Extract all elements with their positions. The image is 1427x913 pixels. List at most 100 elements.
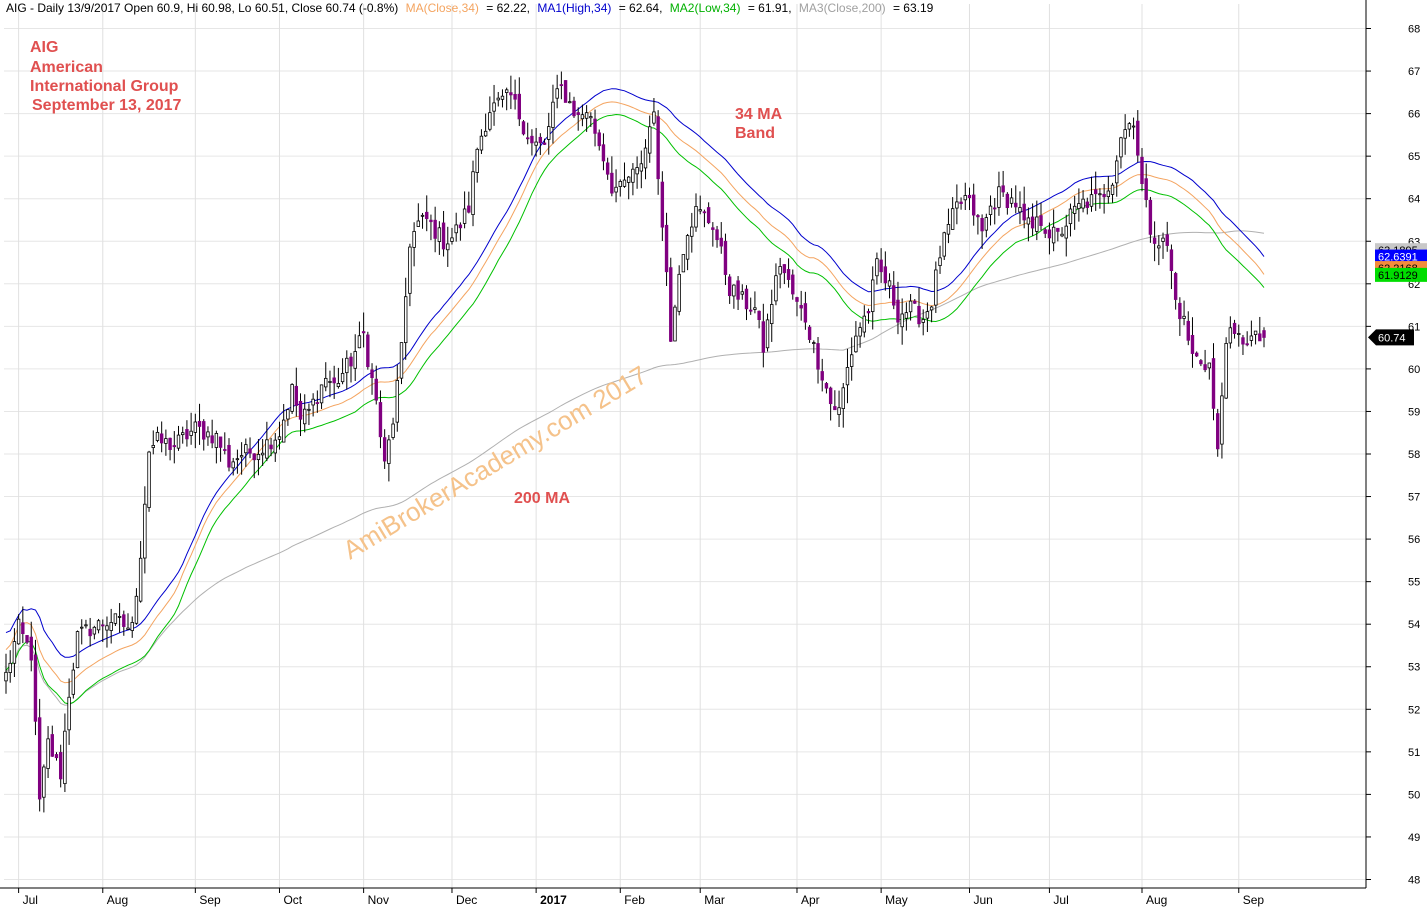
candle-body xyxy=(54,754,59,759)
candle-body xyxy=(1018,207,1022,213)
ma34-high-line xyxy=(5,88,1265,658)
candle-body xyxy=(1056,227,1060,232)
candle-body xyxy=(433,219,437,239)
candle-body xyxy=(1131,125,1136,128)
candle-body xyxy=(669,267,673,342)
candle-body xyxy=(210,435,214,444)
candle-body xyxy=(248,448,252,454)
candle-body xyxy=(900,313,904,328)
candle-body xyxy=(913,300,917,304)
candle-body xyxy=(80,626,84,629)
candle-body xyxy=(214,433,219,448)
tag-ma-high-label: 62.6391 xyxy=(1378,252,1418,264)
ma34-close-line xyxy=(5,101,1265,684)
candle-body xyxy=(176,434,181,449)
candle-body xyxy=(1169,249,1174,272)
candle-body xyxy=(664,224,669,273)
y-tick-label: 48 xyxy=(1408,874,1420,886)
candle-body xyxy=(955,201,959,209)
candle-body xyxy=(534,141,538,146)
title-line-date: September 13, 2017 xyxy=(32,97,182,114)
candle-body xyxy=(1035,216,1039,232)
candle-body xyxy=(1161,237,1165,242)
candle-body xyxy=(168,437,172,450)
candle-body xyxy=(1173,273,1178,300)
candle-body xyxy=(332,377,336,384)
candle-body xyxy=(252,453,256,461)
candle-body xyxy=(980,217,984,232)
candle-body xyxy=(702,211,707,214)
candle-body xyxy=(584,112,589,119)
x-tick-label: 2017 xyxy=(540,893,567,907)
y-tick-label: 51 xyxy=(1408,747,1420,759)
candle-body xyxy=(765,319,770,349)
candle-body xyxy=(744,288,749,310)
candle-body xyxy=(904,312,909,319)
candle-body xyxy=(542,142,547,145)
candle-body xyxy=(475,148,479,173)
candle-body xyxy=(816,343,820,370)
candle-body xyxy=(917,305,921,325)
candle-body xyxy=(471,171,475,215)
candle-body xyxy=(223,449,227,451)
candle-body xyxy=(673,306,677,342)
candle-body xyxy=(235,458,240,461)
candle-body xyxy=(298,400,303,420)
candle-body xyxy=(8,662,12,673)
candle-body xyxy=(101,624,105,627)
candle-body xyxy=(971,194,976,216)
x-tick-label: May xyxy=(885,893,908,907)
candle-body xyxy=(1051,226,1056,244)
candle-body xyxy=(1136,120,1140,156)
ma200-line xyxy=(5,230,1265,706)
candle-body xyxy=(29,636,33,661)
x-tick-label: Aug xyxy=(1146,893,1167,907)
candle-body xyxy=(303,408,307,425)
candle-body xyxy=(286,409,290,420)
ma34-band-series xyxy=(5,88,1265,705)
candle-body xyxy=(1026,217,1031,225)
candle-body xyxy=(75,631,80,669)
candle-body xyxy=(1094,189,1098,195)
candle-body xyxy=(122,614,126,627)
candle-body xyxy=(656,116,660,180)
candle-body xyxy=(202,421,206,440)
candle-body xyxy=(25,635,29,643)
candle-body xyxy=(138,557,143,602)
candle-body xyxy=(698,209,702,212)
candle-body xyxy=(1001,185,1005,193)
candle-body xyxy=(441,222,446,250)
candle-body xyxy=(749,309,753,312)
candle-body xyxy=(681,254,686,273)
header-symbol-info: AIG - Daily 13/9/2017 Open 60.9, Hi 60.9… xyxy=(6,1,398,15)
candle-body xyxy=(963,195,967,201)
y-axis-ticks: 4849505152535455565758596061626364656667… xyxy=(1366,24,1420,886)
header-ma-label: MA(Close,34) xyxy=(406,1,479,15)
header-ma3-label: MA3(Close,200) xyxy=(799,1,886,15)
candle-body xyxy=(635,167,639,175)
candle-body xyxy=(185,429,189,440)
candle-body xyxy=(576,112,580,115)
candle-body xyxy=(1072,205,1077,214)
x-tick-label: Jul xyxy=(23,893,38,907)
candle-body xyxy=(1220,395,1224,445)
candle-body xyxy=(391,423,395,438)
candle-body xyxy=(896,299,900,323)
candle-body xyxy=(1119,137,1123,158)
candle-body xyxy=(231,461,235,469)
candle-body xyxy=(105,625,109,631)
candle-body xyxy=(938,257,942,266)
band-annotation: 34 MA Band xyxy=(735,106,783,142)
candle-body xyxy=(526,137,530,140)
candle-body xyxy=(513,93,517,100)
candle-body xyxy=(866,311,871,314)
x-tick-label: Aug xyxy=(107,893,128,907)
candle-body xyxy=(1014,202,1018,208)
candle-series xyxy=(4,71,1266,813)
candle-body xyxy=(929,306,934,311)
candle-body xyxy=(1182,315,1186,319)
candle-body xyxy=(265,439,269,459)
candle-body xyxy=(319,384,324,404)
